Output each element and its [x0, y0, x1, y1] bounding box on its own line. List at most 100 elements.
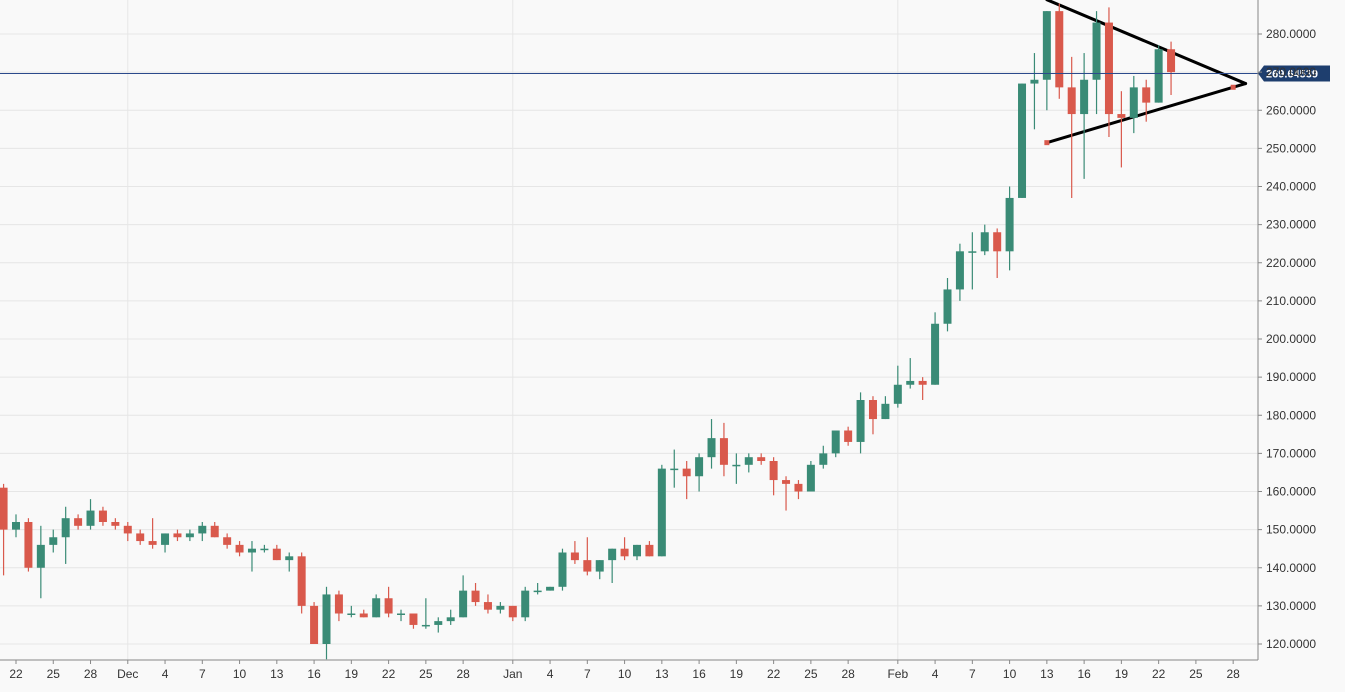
candle[interactable]	[285, 552, 294, 572]
candle[interactable]	[111, 518, 120, 530]
candle[interactable]	[297, 552, 306, 614]
candle[interactable]	[98, 506, 107, 526]
candle[interactable]	[633, 544, 641, 561]
candle[interactable]	[757, 453, 766, 465]
candle[interactable]	[1154, 45, 1163, 103]
candle[interactable]	[247, 541, 256, 572]
trendline-anchor[interactable]	[1230, 84, 1236, 90]
candle[interactable]	[707, 419, 716, 469]
candle[interactable]	[508, 605, 517, 622]
candle[interactable]	[372, 594, 381, 618]
candle[interactable]	[409, 613, 418, 629]
candle[interactable]	[558, 548, 567, 591]
candle[interactable]	[24, 518, 33, 572]
candle[interactable]	[782, 476, 791, 511]
candle[interactable]	[1129, 75, 1138, 134]
candle[interactable]	[322, 586, 331, 660]
candle[interactable]	[1018, 83, 1027, 198]
candle[interactable]	[123, 522, 132, 542]
candle[interactable]	[521, 586, 530, 622]
candle[interactable]	[347, 605, 356, 618]
candle[interactable]	[881, 396, 890, 420]
candle[interactable]	[161, 533, 170, 553]
candle[interactable]	[471, 583, 480, 606]
candle[interactable]	[310, 602, 319, 644]
candle[interactable]	[831, 430, 840, 458]
candle[interactable]	[49, 529, 58, 553]
candle[interactable]	[1142, 79, 1151, 122]
trendline-upper[interactable]	[1045, 0, 1248, 86]
candle[interactable]	[384, 586, 393, 618]
candle[interactable]	[1005, 186, 1014, 271]
candle[interactable]	[657, 464, 666, 557]
candle[interactable]	[868, 396, 877, 435]
candle[interactable]	[74, 514, 83, 530]
candle[interactable]	[769, 457, 778, 496]
candle[interactable]	[893, 365, 902, 408]
candle[interactable]	[570, 541, 579, 564]
candle[interactable]	[732, 453, 741, 484]
candle[interactable]	[0, 483, 8, 576]
candle[interactable]	[918, 377, 927, 400]
candle[interactable]	[1080, 53, 1089, 179]
candle[interactable]	[856, 392, 865, 454]
candle[interactable]	[968, 232, 977, 290]
candle[interactable]	[148, 518, 157, 549]
candle[interactable]	[359, 609, 368, 618]
candle[interactable]	[1067, 56, 1076, 198]
candle[interactable]	[459, 575, 468, 618]
candle[interactable]	[595, 560, 604, 580]
candle[interactable]	[931, 312, 940, 385]
candle[interactable]	[546, 586, 555, 591]
candle[interactable]	[1092, 11, 1101, 115]
time-axis[interactable]: 22 25 28 Dec 4 7 10 13 16 19 22 25 28 Jan 4 7 10 13 16 19 22…	[0, 659, 1258, 681]
candle[interactable]	[719, 422, 728, 477]
candle[interactable]	[1117, 91, 1126, 168]
candle[interactable]	[533, 583, 542, 595]
candle[interactable]	[185, 529, 194, 542]
candle[interactable]	[483, 594, 492, 614]
trendline-anchor[interactable]	[1044, 140, 1050, 146]
candle[interactable]	[794, 480, 803, 500]
candle[interactable]	[670, 449, 679, 488]
candle[interactable]	[496, 602, 505, 614]
candle[interactable]	[806, 461, 815, 492]
candle[interactable]	[235, 541, 244, 557]
candle[interactable]	[980, 224, 989, 256]
candle[interactable]	[36, 525, 45, 599]
candle[interactable]	[334, 590, 343, 622]
candle[interactable]	[695, 453, 704, 492]
candle[interactable]	[260, 544, 269, 553]
candle[interactable]	[744, 453, 753, 473]
candle[interactable]	[906, 358, 915, 389]
candle[interactable]	[608, 548, 617, 583]
candle[interactable]	[1104, 7, 1113, 137]
candle[interactable]	[583, 537, 592, 576]
candle[interactable]	[1055, 3, 1064, 99]
candle[interactable]	[1042, 11, 1051, 111]
candle[interactable]	[844, 426, 853, 446]
candle[interactable]	[12, 514, 20, 538]
candle[interactable]	[421, 598, 430, 629]
candle[interactable]	[645, 541, 654, 557]
candle[interactable]	[943, 278, 952, 332]
candle[interactable]	[61, 506, 70, 564]
candle[interactable]	[620, 537, 629, 561]
candles-layer[interactable]	[0, 3, 1176, 660]
candle[interactable]	[993, 228, 1002, 278]
candle[interactable]	[198, 522, 207, 542]
candle[interactable]	[446, 609, 455, 625]
candle[interactable]	[819, 445, 828, 469]
candle[interactable]	[434, 617, 443, 633]
price-axis[interactable]: 280.0000 270.0000 260.0000 250.0000 240.0000…	[1257, 0, 1316, 660]
candle[interactable]	[397, 609, 406, 622]
candle[interactable]	[173, 529, 182, 542]
candle[interactable]	[1167, 41, 1176, 95]
candle[interactable]	[136, 529, 145, 545]
candle[interactable]	[682, 461, 691, 500]
candle[interactable]	[86, 499, 95, 530]
candle[interactable]	[955, 243, 964, 301]
candle[interactable]	[210, 522, 219, 538]
candle[interactable]	[223, 533, 232, 549]
candle[interactable]	[272, 544, 281, 561]
